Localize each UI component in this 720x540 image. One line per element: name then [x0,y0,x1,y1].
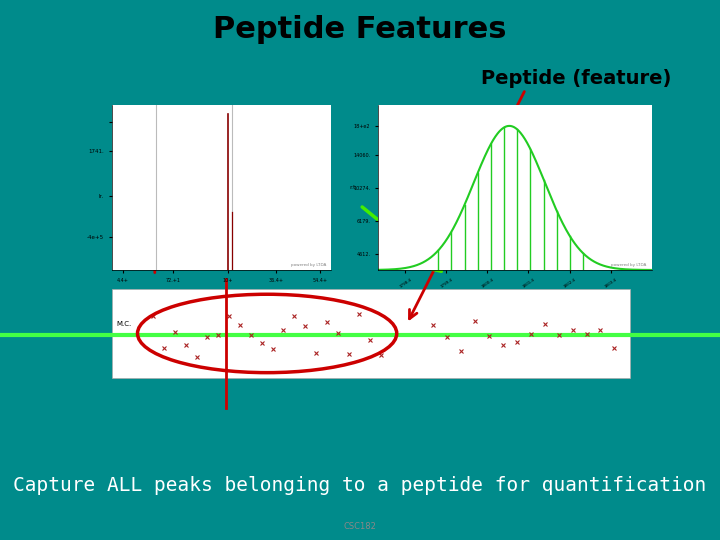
Text: powered by LTDA: powered by LTDA [292,262,327,267]
Text: Capture ALL peaks belonging to a peptide for quantification: Capture ALL peaks belonging to a peptide… [14,476,706,495]
Text: M.C.: M.C. [117,321,132,327]
Text: CSC182: CSC182 [343,522,377,531]
Text: Peptide (feature): Peptide (feature) [481,69,671,88]
Text: powered by LTDA: powered by LTDA [611,262,646,267]
Text: r.t: r.t [350,185,356,190]
Bar [112,289,630,378]
Text: Peptide Features: Peptide Features [213,15,507,44]
